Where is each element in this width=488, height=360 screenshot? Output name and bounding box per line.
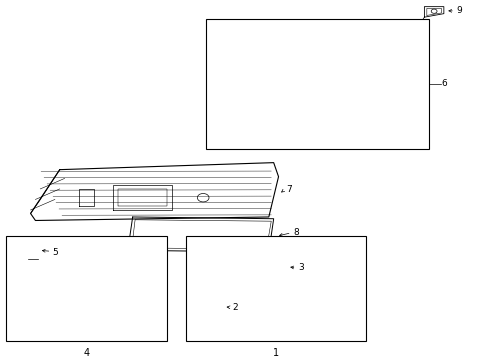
Text: 2: 2	[232, 303, 238, 312]
Text: 1: 1	[272, 348, 279, 358]
Text: 8: 8	[292, 228, 298, 237]
Text: 4: 4	[83, 348, 89, 358]
Text: 3: 3	[297, 263, 303, 272]
Text: 9: 9	[455, 6, 461, 15]
Text: 6: 6	[441, 79, 446, 88]
Text: 7: 7	[285, 185, 291, 194]
Bar	[186, 236, 366, 341]
Text: 5: 5	[52, 248, 58, 257]
Bar	[205, 19, 428, 149]
Bar	[6, 236, 166, 341]
